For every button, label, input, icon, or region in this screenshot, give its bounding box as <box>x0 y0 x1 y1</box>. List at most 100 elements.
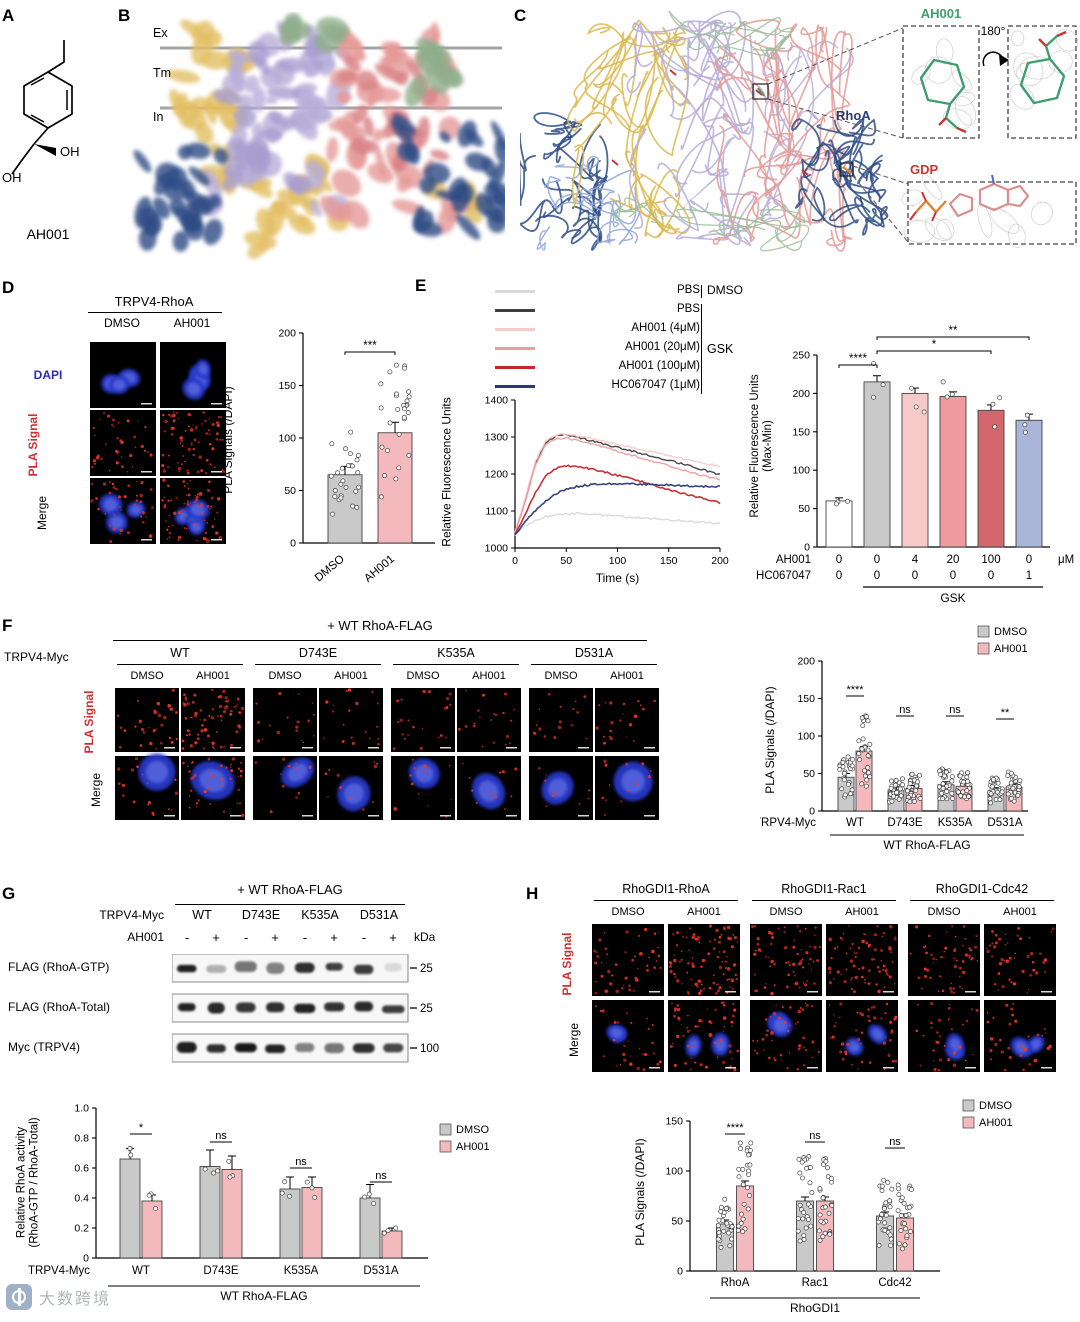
svg-text:150: 150 <box>660 555 678 567</box>
svg-text:0: 0 <box>809 806 815 818</box>
rotation-label: 180° <box>980 24 1006 38</box>
svg-text:100: 100 <box>420 1043 439 1055</box>
legend-label: PBS <box>676 303 700 315</box>
svg-text:DMSO: DMSO <box>313 553 347 584</box>
row-label-pla-signal: PLA Signal <box>26 413 40 477</box>
svg-text:100: 100 <box>278 433 296 445</box>
ah001-chemical-structure <box>11 40 73 175</box>
panel-g-title: + WT RhoA-FLAG <box>237 882 343 897</box>
svg-text:AH001: AH001 <box>456 1141 490 1153</box>
svg-text:200: 200 <box>278 328 296 340</box>
svg-text:DMSO: DMSO <box>979 1100 1012 1112</box>
watermark-text: 大数跨境 <box>39 1291 112 1308</box>
gdp-label: GDP <box>910 162 939 177</box>
legend-line-swatch <box>495 309 535 312</box>
structure-ribbon-model <box>520 10 1079 252</box>
svg-text:150: 150 <box>278 380 296 392</box>
ah001-ligand-label: AH001 <box>920 6 962 21</box>
ah001-row-label: AH001 <box>127 930 164 944</box>
svg-text:K535A: K535A <box>284 1265 319 1277</box>
svg-text:0: 0 <box>874 554 880 566</box>
subheader-ah001: AH001 <box>1003 906 1037 918</box>
svg-text:HC067047: HC067047 <box>756 570 811 582</box>
svg-text:TRPV4-Myc: TRPV4-Myc <box>760 817 816 829</box>
row-label-pla-signal: PLA Signal <box>82 690 96 754</box>
subheader-ah001: AH001 <box>196 670 230 682</box>
svg-text:0.4: 0.4 <box>74 1193 89 1205</box>
svg-text:250: 250 <box>792 350 810 362</box>
subheader-dmso: DMSO <box>769 906 803 918</box>
svg-text:150: 150 <box>792 426 810 438</box>
fluorescence-trace-chart: 1000 1100 1200 1300 1400 0 50 100 150 200 Time (s) <box>485 395 729 586</box>
svg-text:25: 25 <box>420 963 433 975</box>
legend-row: HC067047 (1μM) <box>495 377 700 396</box>
svg-text:D743E: D743E <box>203 1265 238 1277</box>
blot-label-rhoa-total: FLAG (RhoA-Total) <box>8 1000 111 1014</box>
svg-text:50: 50 <box>284 485 296 497</box>
svg-text:0.2: 0.2 <box>74 1223 89 1235</box>
group-label-k535a: K535A <box>437 646 475 660</box>
legend-line-swatch <box>495 347 535 350</box>
panel-g-label: G <box>2 884 16 903</box>
column-header-ah001: AH001 <box>173 316 211 330</box>
panel-f-label: F <box>2 616 13 635</box>
svg-text:WT RhoA-FLAG: WT RhoA-FLAG <box>883 838 970 852</box>
subheader-dmso: DMSO <box>544 670 578 682</box>
svg-text:AH001: AH001 <box>994 643 1028 655</box>
svg-text:ns: ns <box>809 1130 821 1142</box>
svg-text:***: *** <box>363 340 377 352</box>
region-label-in: In <box>153 110 164 124</box>
kda-label: kDa <box>414 930 436 944</box>
panel-f-title: + WT RhoA-FLAG <box>327 618 433 633</box>
subheader-ah001: AH001 <box>845 906 879 918</box>
svg-text:100: 100 <box>792 465 810 477</box>
blot-label-myc-trpv4: Myc (TRPV4) <box>8 1040 80 1054</box>
svg-text:RhoA: RhoA <box>721 1277 750 1289</box>
watermark-logo <box>6 1284 32 1310</box>
group-title-rhogdi1-rac1: RhoGDI1-Rac1 <box>781 882 867 896</box>
lane-sign: + <box>330 930 338 945</box>
svg-text:D743E: D743E <box>887 817 922 829</box>
svg-text:0: 0 <box>83 1253 89 1265</box>
svg-text:0: 0 <box>1026 554 1032 566</box>
legend-label: PBS <box>676 284 700 296</box>
rhoa-activity-chart: 0 0.2 0.4 0.6 0.8 1.0 * ns ns ns WT D743E K535A D531A… <box>28 1103 490 1304</box>
cryoem-density-map <box>133 12 505 260</box>
subheader-dmso: DMSO <box>130 670 164 682</box>
panel-d-label: D <box>2 278 15 297</box>
lane-sign: + <box>212 930 220 945</box>
legend-group-dmso: DMSO <box>707 283 743 297</box>
svg-text:D531A: D531A <box>363 1265 398 1277</box>
svg-text:0: 0 <box>912 570 918 582</box>
svg-text:Time (s): Time (s) <box>596 571 640 585</box>
group-underline <box>255 664 381 665</box>
svg-text:200: 200 <box>792 388 810 400</box>
group-underline <box>531 664 657 665</box>
legend-divider <box>701 285 702 298</box>
column-header-dmso: DMSO <box>104 316 140 330</box>
region-label-ex: Ex <box>153 26 168 40</box>
legend-row: AH001 (4μM) <box>495 320 700 339</box>
svg-text:WT: WT <box>846 817 864 829</box>
pla-microscopy-grid <box>115 688 659 820</box>
svg-text:WT: WT <box>132 1265 150 1277</box>
pla-microscopy-grid <box>90 342 226 544</box>
svg-text:Rac1: Rac1 <box>802 1277 829 1289</box>
group-underline <box>752 900 896 901</box>
row-label-merge: Merge <box>35 496 49 531</box>
subheader-ah001: AH001 <box>687 906 721 918</box>
legend-line-swatch <box>495 328 535 331</box>
pla-mutant-chart: 0 50 100 150 200 **** ns ns ** WT D743E K535A D531A T… <box>760 625 1028 852</box>
svg-text:1.0: 1.0 <box>74 1103 89 1115</box>
subheader-dmso: DMSO <box>927 906 961 918</box>
lane-sign: + <box>271 930 279 945</box>
svg-text:RhoGDI1: RhoGDI1 <box>790 1301 840 1315</box>
legend-line-swatch <box>495 366 535 369</box>
western-blot-strips: 25 25 100 <box>172 954 439 1063</box>
svg-text:50: 50 <box>671 1216 683 1228</box>
svg-text:0: 0 <box>836 570 842 582</box>
watermark: 大数跨境 <box>6 1284 111 1310</box>
svg-text:1200: 1200 <box>485 469 509 481</box>
